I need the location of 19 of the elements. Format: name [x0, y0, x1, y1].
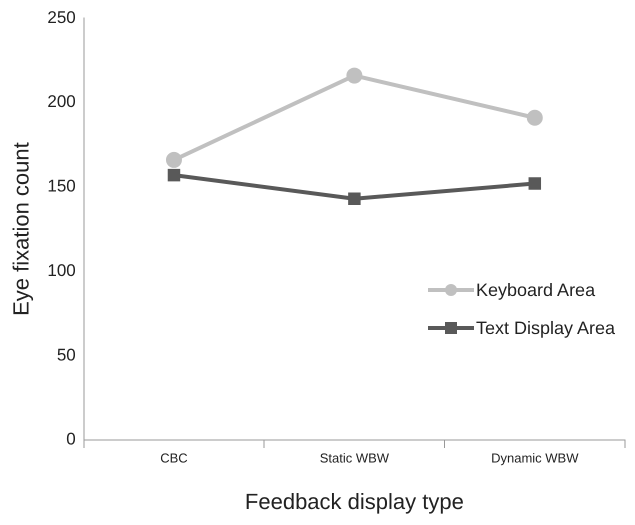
point: [528, 177, 542, 190]
x-axis-title: Feedback display type: [244, 488, 464, 514]
y-tick-label: 100: [47, 260, 76, 280]
y-tick-label: 250: [47, 8, 76, 27]
point: [168, 168, 180, 182]
y-axis-title: Eye fixation count: [8, 142, 34, 316]
legend-label: Text Display Area: [476, 318, 616, 339]
x-tick-label: Dynamic WBW: [491, 450, 580, 466]
legend-label: Keyboard Area: [476, 280, 596, 301]
point: [348, 192, 361, 205]
y-tick-label: 50: [56, 345, 76, 364]
y-tick-label: 0: [66, 430, 76, 449]
point: [346, 68, 362, 84]
point: [526, 110, 543, 126]
point: [166, 152, 182, 168]
y-tick-label: 150: [47, 176, 76, 196]
y-tick-label: 200: [47, 92, 76, 112]
x-tick-label: CBC: [160, 450, 188, 466]
x-tick-label: Static WBW: [320, 450, 390, 466]
